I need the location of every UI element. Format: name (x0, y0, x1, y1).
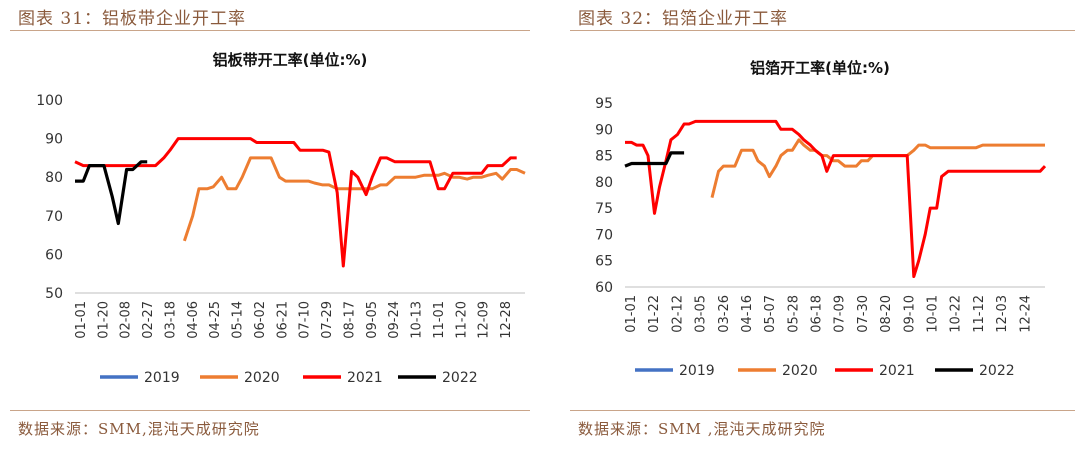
y-tick-label: 90 (595, 122, 613, 138)
x-tick-label: 08-20 (879, 295, 894, 333)
series-line-2022 (624, 151, 685, 168)
left-chart: 铝板带开工率(单位:%) 50 60 70 80 90 100 01-01 01-20 02-08… (36, 51, 526, 386)
x-tick-label: 12-28 (499, 301, 514, 339)
x-tick-label: 10-13 (410, 301, 425, 339)
right-source-note: 数据来源：SMM ,混沌天成研究院 (578, 420, 826, 438)
x-tick-label: 01-22 (647, 295, 662, 333)
y-tick-label: 60 (45, 247, 63, 263)
legend-label-2022: 2022 (442, 370, 478, 386)
x-tick-label: 02-27 (141, 301, 156, 339)
x-tick-label: 07-30 (856, 295, 871, 333)
y-tick-label: 85 (595, 149, 613, 165)
x-tick-label: 01-01 (74, 301, 89, 339)
legend-label-2019: 2019 (144, 370, 180, 386)
left-title-rule (10, 30, 530, 31)
y-tick-label: 70 (595, 227, 613, 243)
x-tick-label: 05-28 (786, 295, 801, 333)
y-tick-label: 90 (45, 132, 63, 148)
x-tick-label: 04-16 (740, 295, 755, 333)
x-tick-label: 09-05 (365, 301, 380, 339)
x-tick-label: 12-03 (995, 295, 1010, 333)
legend-label-2022: 2022 (979, 363, 1015, 379)
chart-title: 铝箔开工率(单位:%) (750, 59, 890, 77)
chart-title: 铝板带开工率(单位:%) (213, 51, 368, 69)
x-tick-label: 02-12 (670, 295, 685, 333)
y-tick-label: 95 (595, 96, 613, 112)
right-title-rule (570, 30, 1075, 31)
left-source-note: 数据来源：SMM,混沌天成研究院 (18, 420, 260, 438)
x-tick-label: 06-21 (275, 301, 290, 339)
x-tick-label: 02-08 (119, 301, 134, 339)
series-line-2020 (182, 156, 526, 242)
left-source-rule (10, 410, 530, 411)
x-tick-label: 07-10 (298, 301, 313, 339)
y-tick-label: 80 (45, 170, 63, 186)
y-tick-label: 75 (595, 201, 613, 217)
x-tick-label: 01-20 (96, 301, 111, 339)
left-figure-title: 图表 31：铝板带企业开工率 (18, 9, 247, 29)
legend-label-2019: 2019 (679, 363, 715, 379)
x-tick-label: 03-18 (163, 301, 178, 339)
y-tick-label: 65 (595, 254, 613, 270)
x-tick-label: 10-22 (949, 295, 964, 333)
x-tick-label: 12-09 (477, 301, 492, 339)
legend-label-2020: 2020 (782, 363, 818, 379)
x-tick-label: 04-25 (208, 301, 223, 339)
x-tick-label: 03-26 (717, 295, 732, 333)
series-line-2020 (710, 138, 1045, 198)
y-tick-label: 100 (36, 93, 63, 109)
right-source-rule (570, 410, 1075, 411)
y-tick-label: 80 (595, 175, 613, 191)
right-figure-title: 图表 32：铝箔企业开工率 (578, 9, 789, 29)
y-tick-label: 60 (595, 280, 613, 296)
x-tick-label: 04-06 (186, 301, 201, 339)
series-line-2021 (625, 119, 1047, 278)
x-tick-label: 11-20 (454, 301, 469, 339)
series-line-2021 (74, 137, 517, 268)
legend-label-2021: 2021 (347, 370, 383, 386)
x-tick-label: 05-14 (231, 301, 246, 339)
x-tick-label: 06-02 (253, 301, 268, 339)
series-line-2022 (75, 160, 148, 226)
x-tick-label: 11-12 (972, 295, 987, 333)
x-tick-label: 01-01 (624, 295, 639, 333)
legend-label-2020: 2020 (244, 370, 280, 386)
x-tick-label: 07-29 (320, 301, 335, 339)
x-tick-label: 11-01 (432, 301, 447, 339)
x-tick-label: 09-10 (902, 295, 917, 333)
x-tick-label: 08-17 (342, 301, 357, 339)
legend-label-2021: 2021 (879, 363, 915, 379)
right-chart: 铝箔开工率(单位:%) 60 65 70 75 80 85 90 95 01-01 01-22 02-… (595, 59, 1047, 379)
y-tick-label: 50 (45, 286, 63, 302)
x-tick-label: 03-05 (694, 295, 709, 333)
y-tick-label: 70 (45, 209, 63, 225)
x-tick-label: 10-01 (926, 295, 941, 333)
x-tick-label: 06-18 (810, 295, 825, 333)
x-tick-label: 12-24 (1018, 295, 1033, 333)
x-tick-label: 05-07 (763, 295, 778, 333)
x-tick-label: 07-09 (833, 295, 848, 333)
x-tick-label: 09-24 (387, 301, 402, 339)
